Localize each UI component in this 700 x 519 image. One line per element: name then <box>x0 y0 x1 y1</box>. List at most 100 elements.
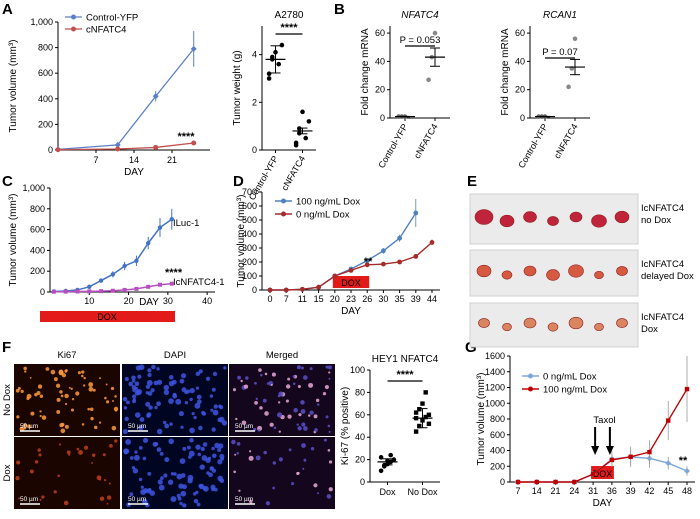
y-tick-label: 1400 <box>485 367 505 377</box>
data-point <box>609 457 615 463</box>
data-point <box>566 84 571 90</box>
cell-signal <box>53 377 58 382</box>
x-tick-label: 0 <box>267 294 272 304</box>
cell-signal <box>23 366 27 371</box>
cell-signal <box>328 430 331 434</box>
data-point <box>426 421 432 426</box>
cell-signal <box>316 403 320 406</box>
series-line <box>53 218 173 293</box>
cell-signal <box>157 479 163 485</box>
y-axis-label: Fold change mRNA <box>360 28 371 116</box>
cell-signal <box>205 376 211 381</box>
y-tick-label: 600 <box>38 68 53 78</box>
cell-signal <box>314 428 318 432</box>
dox-bar-label: DOX <box>593 469 613 479</box>
tumor-specimen <box>568 316 584 330</box>
cell-signal <box>139 417 145 422</box>
data-point <box>426 77 431 83</box>
cell-signal <box>270 383 273 386</box>
data-point <box>426 412 432 417</box>
cell-signal <box>88 382 94 388</box>
cell-signal <box>133 454 140 461</box>
column-header: Ki67 <box>57 350 76 361</box>
cell-signal <box>70 408 75 412</box>
significance-label: **** <box>280 22 298 34</box>
data-point <box>413 410 419 415</box>
x-tick-label: 44 <box>427 294 437 304</box>
cell-signal <box>263 450 267 455</box>
cell-signal <box>199 464 205 470</box>
cell-signal <box>189 397 193 402</box>
y-tick-label: 600 <box>242 201 257 211</box>
x-tick-label: 45 <box>663 486 673 496</box>
cell-signal <box>16 460 21 465</box>
tumor-specimen <box>523 317 537 329</box>
cell-signal <box>300 409 306 414</box>
x-tick-label: 30 <box>378 294 388 304</box>
cell-signal <box>89 407 94 412</box>
cell-signal <box>83 384 86 387</box>
cell-signal <box>323 438 327 442</box>
tumor-specimen <box>523 265 537 277</box>
cell-signal <box>27 424 31 429</box>
data-point <box>397 235 402 241</box>
tumor-specimen <box>474 209 494 225</box>
data-point <box>157 225 163 230</box>
cell-signal <box>57 474 60 478</box>
y-tick-label: 800 <box>30 204 45 214</box>
y-tick-label: 40 <box>355 432 365 442</box>
y-axis-label: Tumor volume (mm³) <box>476 373 487 466</box>
cell-signal <box>327 449 331 452</box>
category-label: Control-YFP <box>376 122 409 170</box>
cell-signal <box>180 490 187 497</box>
data-point <box>153 144 159 150</box>
y-tick-label: 0 <box>520 113 525 123</box>
x-tick-label: 11 <box>298 294 307 304</box>
panel-label-f: F <box>2 339 11 356</box>
tumor-specimen <box>501 270 513 280</box>
cell-signal <box>223 366 227 370</box>
data-point <box>98 278 104 283</box>
cell-signal <box>298 413 302 417</box>
data-point <box>134 286 139 291</box>
chart-f-ki67: 0 20 40 60 80 100 Ki-67 (% positive) Dox No Dox H… <box>340 354 440 497</box>
data-point <box>420 401 425 406</box>
y-axis-label: Tumor volume (mm³) <box>236 195 247 288</box>
cell-signal <box>277 401 281 404</box>
taxol-label: Taxol <box>593 415 615 426</box>
cell-signal <box>213 404 218 409</box>
chart-b-nfatc4: 0 20 40 60 Fold change mRNA Control-YFP cNFATC… <box>360 10 450 170</box>
y-axis-label: Tumor volume (mm³) <box>8 40 19 133</box>
cell-signal <box>212 371 218 377</box>
cell-signal <box>234 453 237 456</box>
cell-signal <box>257 429 261 432</box>
cell-signal <box>303 426 308 431</box>
cell-signal <box>297 384 301 389</box>
cell-signal <box>23 423 27 427</box>
cell-signal <box>198 483 205 490</box>
cell-signal <box>163 384 169 391</box>
cell-signal <box>105 383 108 386</box>
data-point <box>146 240 151 246</box>
y-tick-label: 20 <box>515 85 525 95</box>
x-tick-label: 36 <box>607 486 617 496</box>
cell-signal <box>172 393 178 399</box>
cell-signal <box>196 502 201 507</box>
y-tick-label: 0 <box>500 477 505 487</box>
taxol-arrow-head <box>605 446 614 455</box>
data-point <box>122 287 127 292</box>
series-line <box>518 388 688 483</box>
series-label: IcNFATC4-1 <box>173 277 225 288</box>
cell-signal <box>123 406 128 410</box>
data-point <box>432 30 438 36</box>
cell-signal <box>303 458 307 462</box>
cell-signal <box>313 414 318 419</box>
cell-signal <box>212 409 219 416</box>
x-tick-label: 21 <box>167 155 177 165</box>
cell-signal <box>243 384 249 389</box>
cell-signal <box>30 411 35 416</box>
cell-signal <box>233 470 236 474</box>
data-point <box>381 261 386 267</box>
category-label: Control-YFP <box>516 122 549 170</box>
